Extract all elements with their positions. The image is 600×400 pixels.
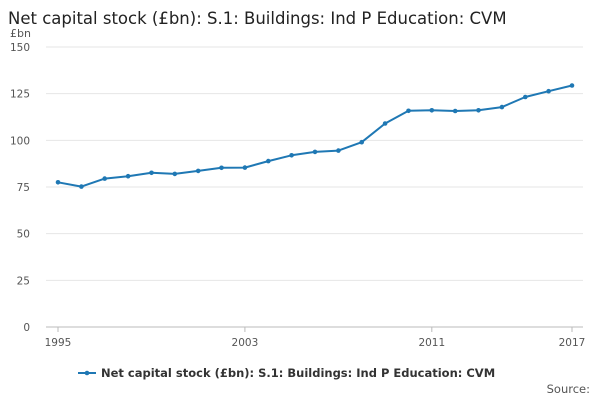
data-point-2007[interactable] bbox=[336, 148, 341, 153]
data-point-2016[interactable] bbox=[546, 88, 551, 94]
series-line-0 bbox=[57, 84, 573, 188]
data-point-2013[interactable] bbox=[476, 108, 481, 113]
gridlines bbox=[46, 46, 583, 328]
x-tick-label-2011: 2011 bbox=[418, 337, 445, 349]
legend-label: Net capital stock (£bn): S.1: Buildings:… bbox=[101, 366, 495, 380]
data-point-1999[interactable] bbox=[149, 170, 154, 176]
series-line-group bbox=[55, 83, 575, 189]
x-axis-ticks: 1995 2003 2011 2017 bbox=[45, 327, 586, 349]
data-point-2015[interactable] bbox=[523, 94, 528, 100]
data-point-2014[interactable] bbox=[499, 104, 505, 110]
x-tick-label-2017: 2017 bbox=[559, 337, 586, 349]
data-point-1997[interactable] bbox=[102, 176, 107, 181]
source-label: Source: bbox=[547, 382, 590, 396]
y-tick-label-50: 50 bbox=[17, 229, 30, 241]
data-point-2001[interactable] bbox=[195, 168, 201, 174]
y-tick-label-125: 125 bbox=[10, 89, 30, 101]
data-point-2011[interactable] bbox=[429, 108, 435, 113]
y-tick-label-75: 75 bbox=[17, 182, 30, 194]
data-point-2006[interactable] bbox=[312, 149, 318, 155]
data-point-2002[interactable] bbox=[219, 165, 224, 171]
data-point-2010[interactable] bbox=[406, 108, 411, 114]
data-point-1996[interactable] bbox=[79, 184, 84, 189]
y-tick-label-25: 25 bbox=[17, 275, 30, 287]
data-point-2004[interactable] bbox=[266, 158, 271, 164]
y-axis-unit-label: £bn bbox=[10, 27, 31, 40]
data-point-1995[interactable] bbox=[55, 180, 61, 185]
x-tick-label-1995: 1995 bbox=[45, 337, 72, 349]
x-tick-label-2003: 2003 bbox=[232, 337, 259, 349]
data-point-2012[interactable] bbox=[452, 108, 458, 114]
y-tick-label-150: 150 bbox=[10, 42, 30, 54]
data-point-2005[interactable] bbox=[289, 153, 294, 158]
data-point-2009[interactable] bbox=[382, 121, 388, 126]
y-tick-label-100: 100 bbox=[10, 135, 30, 147]
legend: Net capital stock (£bn): S.1: Buildings:… bbox=[78, 366, 495, 380]
data-point-2000[interactable] bbox=[172, 171, 178, 177]
data-point-2017[interactable] bbox=[569, 83, 575, 88]
data-point-2003[interactable] bbox=[242, 165, 248, 170]
data-point-1998[interactable] bbox=[125, 173, 131, 179]
y-tick-label-0: 0 bbox=[23, 322, 30, 334]
legend-swatch-marker bbox=[84, 370, 90, 376]
chart-title: Net capital stock (£bn): S.1: Buildings:… bbox=[8, 9, 507, 28]
data-point-2008[interactable] bbox=[359, 139, 365, 145]
y-axis-ticks: 0 25 50 75 100 125 150 bbox=[10, 42, 30, 334]
